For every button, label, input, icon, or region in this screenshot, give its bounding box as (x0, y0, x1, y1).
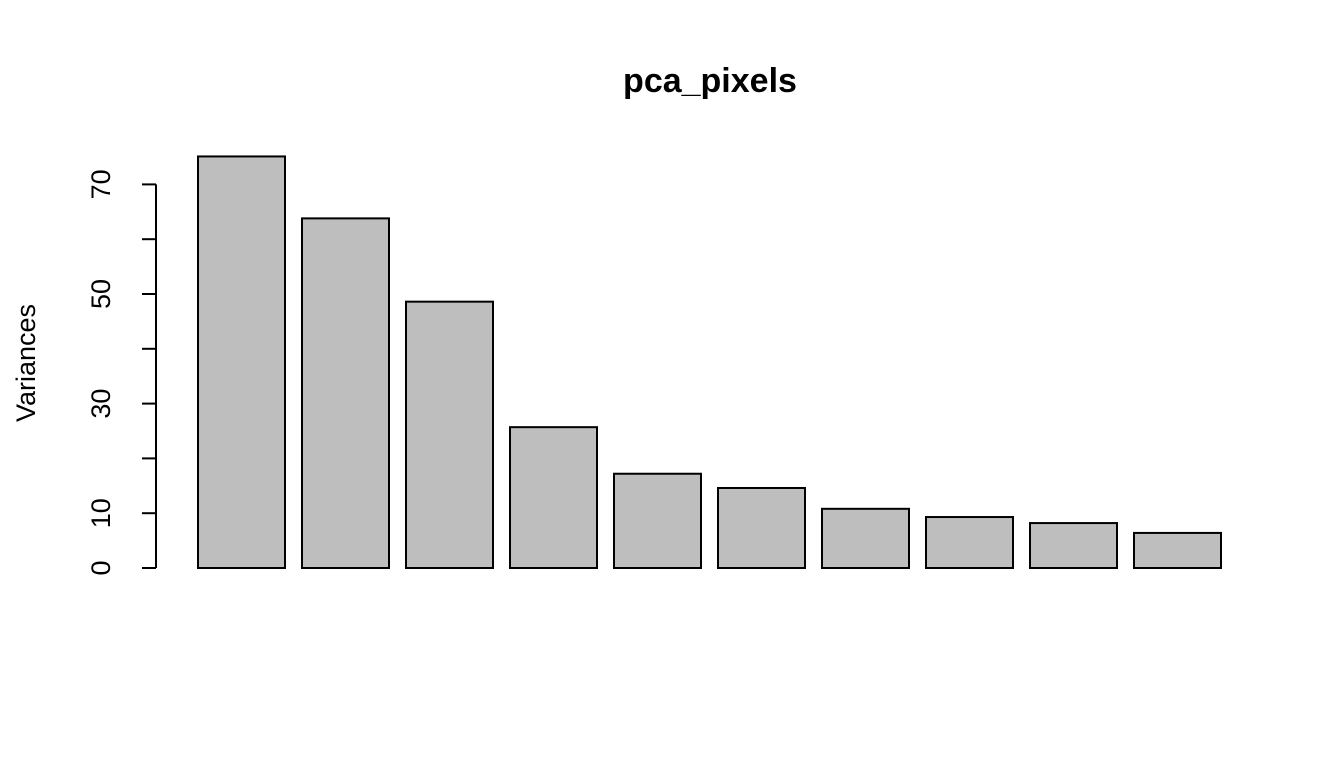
bar-3 (405, 300, 494, 569)
y-axis-label: Variances (11, 304, 41, 422)
y-tick-label: 10 (86, 498, 116, 528)
bar-6 (717, 486, 806, 570)
y-tick-label: 30 (86, 389, 116, 419)
y-tick-label: 0 (86, 560, 116, 575)
bar-9 (1029, 522, 1118, 570)
bars (197, 155, 1222, 570)
y-tick-label: 50 (86, 279, 116, 309)
bar-2 (301, 217, 390, 569)
bar-10 (1133, 531, 1222, 569)
y-tick-label: 70 (86, 169, 116, 199)
bar-1 (197, 155, 286, 569)
bar-4 (509, 426, 598, 569)
bar-5 (613, 472, 702, 569)
y-axis: 0 10 30 50 70 (86, 169, 157, 576)
bar-7 (821, 507, 910, 570)
bar-8 (925, 516, 1014, 570)
chart-title: pca_pixels (623, 62, 797, 100)
